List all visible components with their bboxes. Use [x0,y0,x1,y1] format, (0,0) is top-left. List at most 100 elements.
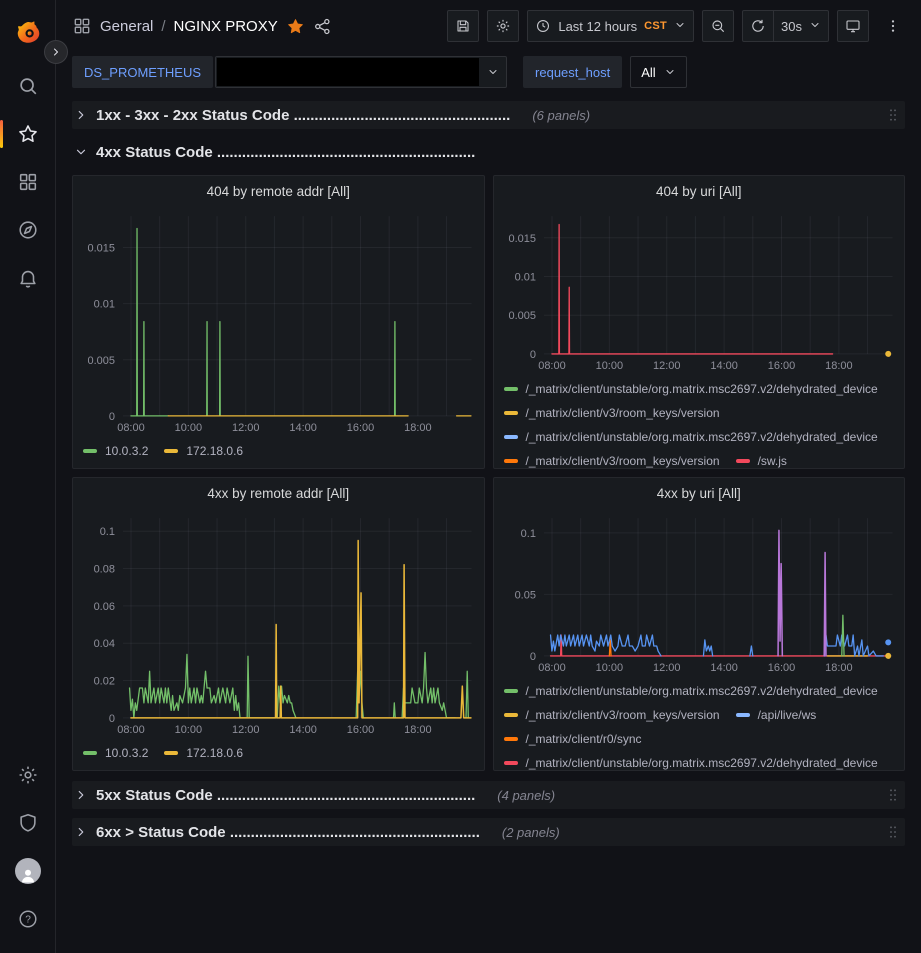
svg-text:12:00: 12:00 [653,360,680,372]
sidebar-item-search[interactable] [0,62,56,110]
sidebar-item-help[interactable]: ? [0,895,56,943]
legend-label: /_matrix/client/unstable/org.matrix.msc2… [526,382,878,396]
svg-text:18:00: 18:00 [825,662,852,674]
sidebar-item-profile[interactable] [0,847,56,895]
legend-item[interactable]: 10.0.3.2 [83,741,148,765]
sidebar-item-alerting[interactable] [0,254,56,302]
svg-text:10:00: 10:00 [595,662,622,674]
svg-text:0.01: 0.01 [94,299,115,311]
legend-item[interactable]: /_matrix/client/r0/sync [504,727,642,751]
row-4xx[interactable]: 4xx Status Code ........................… [72,138,905,166]
legend-swatch [504,689,518,693]
panel-legend: /_matrix/client/unstable/org.matrix.msc2… [494,374,905,468]
request-host-variable-label: request_host [523,56,622,88]
sidebar-item-server-admin[interactable] [0,799,56,847]
svg-text:0.06: 0.06 [94,601,115,613]
legend-item[interactable]: 172.18.0.6 [164,439,243,463]
row-6xx[interactable]: 6xx > Status Code ......................… [72,818,905,846]
legend-item[interactable]: /api/live/ws [736,703,817,727]
svg-text:08:00: 08:00 [117,422,144,434]
timezone-label: CST [644,20,667,32]
svg-text:0.015: 0.015 [508,233,535,245]
legend-label: /_matrix/client/unstable/org.matrix.msc2… [526,684,878,698]
legend-item[interactable]: /_matrix/client/unstable/org.matrix.msc2… [504,679,878,703]
kebab-menu-icon [885,18,901,34]
chevron-down-icon [664,66,676,78]
time-range-picker[interactable]: Last 12 hours CST [527,10,694,42]
panel-title[interactable]: 404 by uri [All] [494,176,905,206]
request-host-variable-select[interactable]: All [630,56,686,88]
timeseries-chart[interactable]: 00.020.040.060.080.108:0010:0012:0014:00… [73,508,484,738]
dashboard-header: General / NGINX PROXY Last 12 hours CST … [56,0,921,52]
panel-4xx-by-uri: 4xx by uri [All] 00.050.108:0010:0012:00… [493,477,906,771]
chevron-right-icon [74,788,88,802]
timeseries-chart[interactable]: 00.0050.010.01508:0010:0012:0014:0016:00… [494,206,905,374]
panel-title[interactable]: 404 by remote addr [All] [73,176,484,206]
active-indicator [0,120,3,148]
timeseries-chart[interactable]: 00.050.108:0010:0012:0014:0016:0018:00 [494,508,905,676]
legend-label: /_matrix/client/r0/sync [526,732,642,746]
shield-icon [17,812,39,834]
legend-swatch [504,713,518,717]
svg-text:0: 0 [109,411,115,423]
breadcrumb-separator: / [161,18,165,35]
drag-handle-icon[interactable] [885,105,901,125]
svg-text:08:00: 08:00 [538,360,565,372]
svg-text:?: ? [25,915,31,926]
tv-mode-button[interactable] [837,10,869,42]
legend-item[interactable]: /_matrix/client/unstable/org.matrix.msc2… [504,425,878,449]
dashboard-settings-button[interactable] [487,10,519,42]
compass-icon [17,219,39,241]
legend-item[interactable]: /_matrix/client/v3/room_keys/version [504,401,720,425]
chevron-right-icon [50,46,62,58]
legend-item[interactable]: /sw.js [736,449,787,468]
datasource-variable-select[interactable] [215,56,507,88]
panel-title[interactable]: 4xx by remote addr [All] [73,478,484,508]
help-icon: ? [17,908,39,930]
legend-item[interactable]: /_matrix/client/v3/room_keys/version [504,449,720,468]
sidebar-item-dashboards[interactable] [0,158,56,206]
breadcrumb-folder[interactable]: General [100,18,153,35]
legend-swatch [164,751,178,755]
legend-item[interactable]: /_matrix/client/unstable/org.matrix.msc2… [504,377,878,401]
refresh-button[interactable] [742,10,774,42]
sidebar-item-explore[interactable] [0,206,56,254]
drag-handle-icon[interactable] [885,785,901,805]
legend-label: 172.18.0.6 [186,746,243,760]
more-options-button[interactable] [877,10,909,42]
chevron-down-icon [480,57,506,87]
legend-label: /_matrix/client/unstable/org.matrix.msc2… [526,430,878,444]
legend-swatch [736,459,750,463]
legend-item[interactable]: /_matrix/client/v3/room_keys/version [504,703,720,727]
sidebar-expand-button[interactable] [44,40,68,64]
svg-text:0.005: 0.005 [87,355,114,367]
refresh-interval-dropdown[interactable]: 30s [774,10,829,42]
panel-title[interactable]: 4xx by uri [All] [494,478,905,508]
legend-label: /api/live/ws [758,708,817,722]
zoom-out-button[interactable] [702,10,734,42]
row-5xx[interactable]: 5xx Status Code ........................… [72,781,905,809]
panel-legend: 10.0.3.2 172.18.0.6 [73,436,484,468]
sidebar-item-starred[interactable] [0,110,56,158]
svg-text:0: 0 [109,713,115,725]
favorite-star-button[interactable] [286,17,305,36]
svg-text:0: 0 [529,349,535,361]
svg-text:0.1: 0.1 [520,528,535,540]
legend-item[interactable]: 10.0.3.2 [83,439,148,463]
svg-text:16:00: 16:00 [347,422,374,434]
share-button[interactable] [313,17,332,36]
svg-text:16:00: 16:00 [767,662,794,674]
save-dashboard-button[interactable] [447,10,479,42]
sidebar-item-configuration[interactable] [0,751,56,799]
legend-item[interactable]: /_matrix/client/unstable/org.matrix.msc2… [504,751,878,770]
breadcrumb-dashboard-title[interactable]: NGINX PROXY [174,18,278,35]
svg-text:0.04: 0.04 [94,638,115,650]
legend-item[interactable]: 172.18.0.6 [164,741,243,765]
timeseries-chart[interactable]: 00.0050.010.01508:0010:0012:0014:0016:00… [73,206,484,436]
drag-handle-icon[interactable] [885,822,901,842]
row-1xx-3xx-2xx[interactable]: 1xx - 3xx - 2xx Status Code ............… [72,101,905,129]
bell-icon [17,267,39,289]
legend-swatch [504,411,518,415]
row-panel-count: (4 panels) [497,788,555,803]
svg-text:14:00: 14:00 [289,724,316,736]
